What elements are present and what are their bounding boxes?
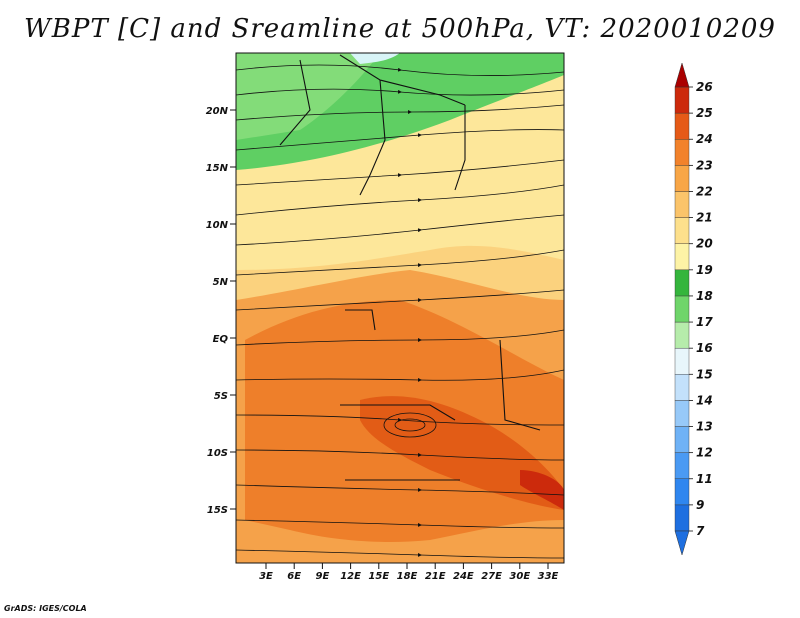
longitude-axis: 3E 6E 9E 12E 15E 18E 21E 24E 27E 30E 33E (259, 563, 559, 582)
map-title: WBPT [C] and Sreamline at 500hPa, VT: 20… (24, 14, 776, 44)
map-panel (236, 53, 564, 563)
colorbar-label: 7 (696, 524, 705, 538)
lon-tick-label: 33E (538, 571, 559, 582)
lat-tick-label: 10S (207, 448, 228, 459)
colorbar-swatch (674, 504, 690, 532)
colorbar-label: 13 (696, 420, 713, 434)
colorbar-swatch (674, 243, 690, 271)
lon-tick-label: 27E (481, 571, 502, 582)
colorbar-swatch (674, 217, 690, 244)
colorbar-label: 24 (696, 132, 713, 146)
lon-tick-label: 21E (425, 571, 446, 582)
colorbar-legend: 7 9 11 12 13 14 15 16 17 18 19 20 21 22 23 24 25 26 (674, 62, 713, 556)
colorbar-label: 20 (696, 237, 713, 251)
colorbar-label: 17 (696, 315, 713, 329)
colorbar-label: 9 (696, 498, 704, 512)
colorbar-swatch (674, 165, 690, 192)
lon-tick-label: 6E (287, 571, 301, 582)
colorbar-swatch (674, 86, 690, 114)
latitude-axis: 20N 15N 10N 5N EQ 5S 10S 15S (206, 106, 236, 516)
colorbar-label: 25 (696, 106, 713, 120)
colorbar-swatch (674, 374, 690, 401)
colorbar-swatch (674, 269, 690, 297)
colorbar-swatch (674, 347, 690, 375)
colorbar-swatch (674, 295, 690, 323)
grads-credit: GrADS: IGES/COLA (4, 604, 87, 613)
lon-tick-label: 18E (397, 571, 418, 582)
colorbar-swatch (674, 400, 690, 427)
lat-tick-label: 15S (207, 505, 228, 516)
lat-tick-label: 15N (206, 163, 229, 174)
lat-tick-label: 10N (206, 220, 229, 231)
colorbar-label: 26 (696, 80, 713, 94)
colorbar-top-arrow (674, 62, 690, 88)
colorbar-swatch (674, 452, 690, 479)
colorbar-label: 18 (696, 289, 713, 303)
colorbar-swatch (674, 478, 690, 506)
colorbar-label: 21 (696, 211, 713, 225)
colorbar-label: 22 (696, 184, 713, 198)
colorbar-swatch (674, 426, 690, 453)
colorbar-swatch (674, 321, 690, 349)
colorbar-swatch (674, 139, 690, 166)
colorbar-swatch (674, 112, 690, 140)
colorbar-label: 23 (696, 158, 713, 172)
colorbar-label: 12 (696, 446, 713, 460)
colorbar-bottom-arrow (674, 530, 690, 556)
colorbar-label: 11 (696, 472, 713, 486)
lon-tick-label: 15E (368, 571, 389, 582)
colorbar-label: 19 (696, 263, 713, 277)
lat-tick-label: 20N (206, 106, 229, 117)
lon-tick-label: 24E (453, 571, 474, 582)
lon-tick-label: 3E (259, 571, 273, 582)
colorbar-swatch (674, 191, 690, 218)
lon-tick-label: 30E (509, 571, 530, 582)
lat-tick-label: 5N (213, 277, 229, 288)
colorbar-label: 15 (696, 367, 713, 381)
lat-tick-label: EQ (213, 334, 229, 345)
lon-tick-label: 9E (316, 571, 330, 582)
colorbar-label: 14 (696, 393, 713, 407)
lat-tick-label: 5S (214, 391, 228, 402)
colorbar-label: 16 (696, 341, 713, 355)
lon-tick-label: 12E (340, 571, 361, 582)
